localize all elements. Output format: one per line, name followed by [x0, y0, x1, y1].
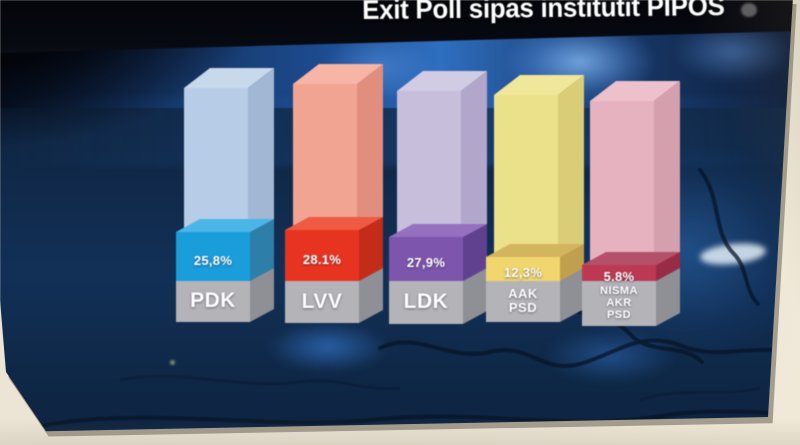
party-label-line: PDK	[190, 289, 236, 313]
dust-speck	[170, 360, 175, 365]
party-label: PDK	[176, 283, 250, 319]
bar-3d-graphic	[176, 68, 274, 322]
pedestal-side-face	[359, 268, 383, 323]
pastel-column-front-face	[494, 95, 558, 281]
map-glow-spot	[545, 328, 675, 383]
result-cube-top-face	[486, 244, 584, 257]
pastel-column-top-face	[293, 64, 383, 84]
pedestal-side-face	[560, 268, 584, 322]
bar-3d-graphic	[486, 75, 584, 322]
party-label: LDK	[389, 283, 463, 321]
pedestal-front-face	[486, 281, 560, 322]
result-cube-side-face	[250, 219, 274, 281]
party-label: LVV	[285, 283, 359, 320]
party-label: AAK PSD	[486, 283, 560, 319]
result-cube-side-face	[463, 224, 487, 281]
party-label-line: AAK	[508, 285, 538, 301]
result-cube-side-face	[560, 244, 584, 281]
percent-label: 25,8%	[193, 252, 233, 268]
percent-label: 12,3%	[503, 265, 543, 280]
result-cube-top-face	[389, 224, 487, 237]
result-cube-top-face	[285, 217, 383, 230]
party-label-line: PSD	[606, 309, 632, 322]
pedestal-front-face	[389, 281, 463, 324]
party-label-line: PSD	[508, 300, 538, 315]
percent-label: 27,9%	[406, 255, 446, 270]
result-cube-side-face	[656, 252, 680, 281]
bar-group-pdk: 25,8% PDK	[176, 0, 276, 345]
result-cube-front-face	[389, 237, 463, 281]
party-label-line: LDK	[403, 290, 449, 314]
pastel-column-top-face	[590, 81, 680, 101]
bar-group-lvv: 28.1% LVV	[285, 0, 385, 345]
pastel-column-front-face	[590, 101, 654, 281]
result-cube-front-face	[486, 257, 560, 281]
pipos-dove-logo-icon	[741, 3, 757, 17]
result-cube-front-face	[285, 230, 359, 281]
percent-label: 5.8%	[603, 269, 635, 284]
bar-group-ldk: 27,9% LDK	[389, 0, 489, 345]
pastel-column-top-face	[494, 75, 584, 95]
bar-3d-graphic	[582, 81, 680, 326]
pastel-column-side-face	[654, 81, 680, 281]
pedestal-front-face	[176, 281, 250, 322]
bar-group-aak-psd: 12,3% AAK PSD	[486, 0, 586, 345]
bar-3d-graphic	[389, 71, 487, 324]
result-cube-front-face	[582, 265, 656, 281]
pedestal-side-face	[656, 268, 680, 326]
bar-group-nisma-akr-psd: 5.8% NISMA AKR PSD	[582, 0, 682, 345]
pastel-column-top-face	[397, 71, 487, 91]
result-cube-side-face	[359, 217, 383, 281]
pastel-column-top-face	[184, 68, 274, 88]
result-cube-top-face	[176, 219, 274, 232]
pedestal-side-face	[463, 268, 487, 324]
result-cube-front-face	[176, 232, 250, 281]
result-cube-top-face	[582, 252, 680, 265]
party-label-line: NISMA	[600, 284, 638, 297]
party-label: NISMA AKR PSD	[582, 283, 656, 323]
dust-speck	[16, 400, 23, 407]
pedestal-front-face	[582, 281, 656, 326]
party-label-line: AKR	[606, 296, 632, 309]
map-glow-spot	[268, 322, 388, 372]
bar-3d-graphic	[285, 64, 383, 323]
pedestal-front-face	[285, 281, 359, 323]
pedestal-side-face	[250, 268, 274, 322]
percent-label: 28.1%	[302, 251, 342, 267]
party-label-line: LVV	[301, 289, 343, 313]
pastel-column-side-face	[558, 75, 584, 281]
